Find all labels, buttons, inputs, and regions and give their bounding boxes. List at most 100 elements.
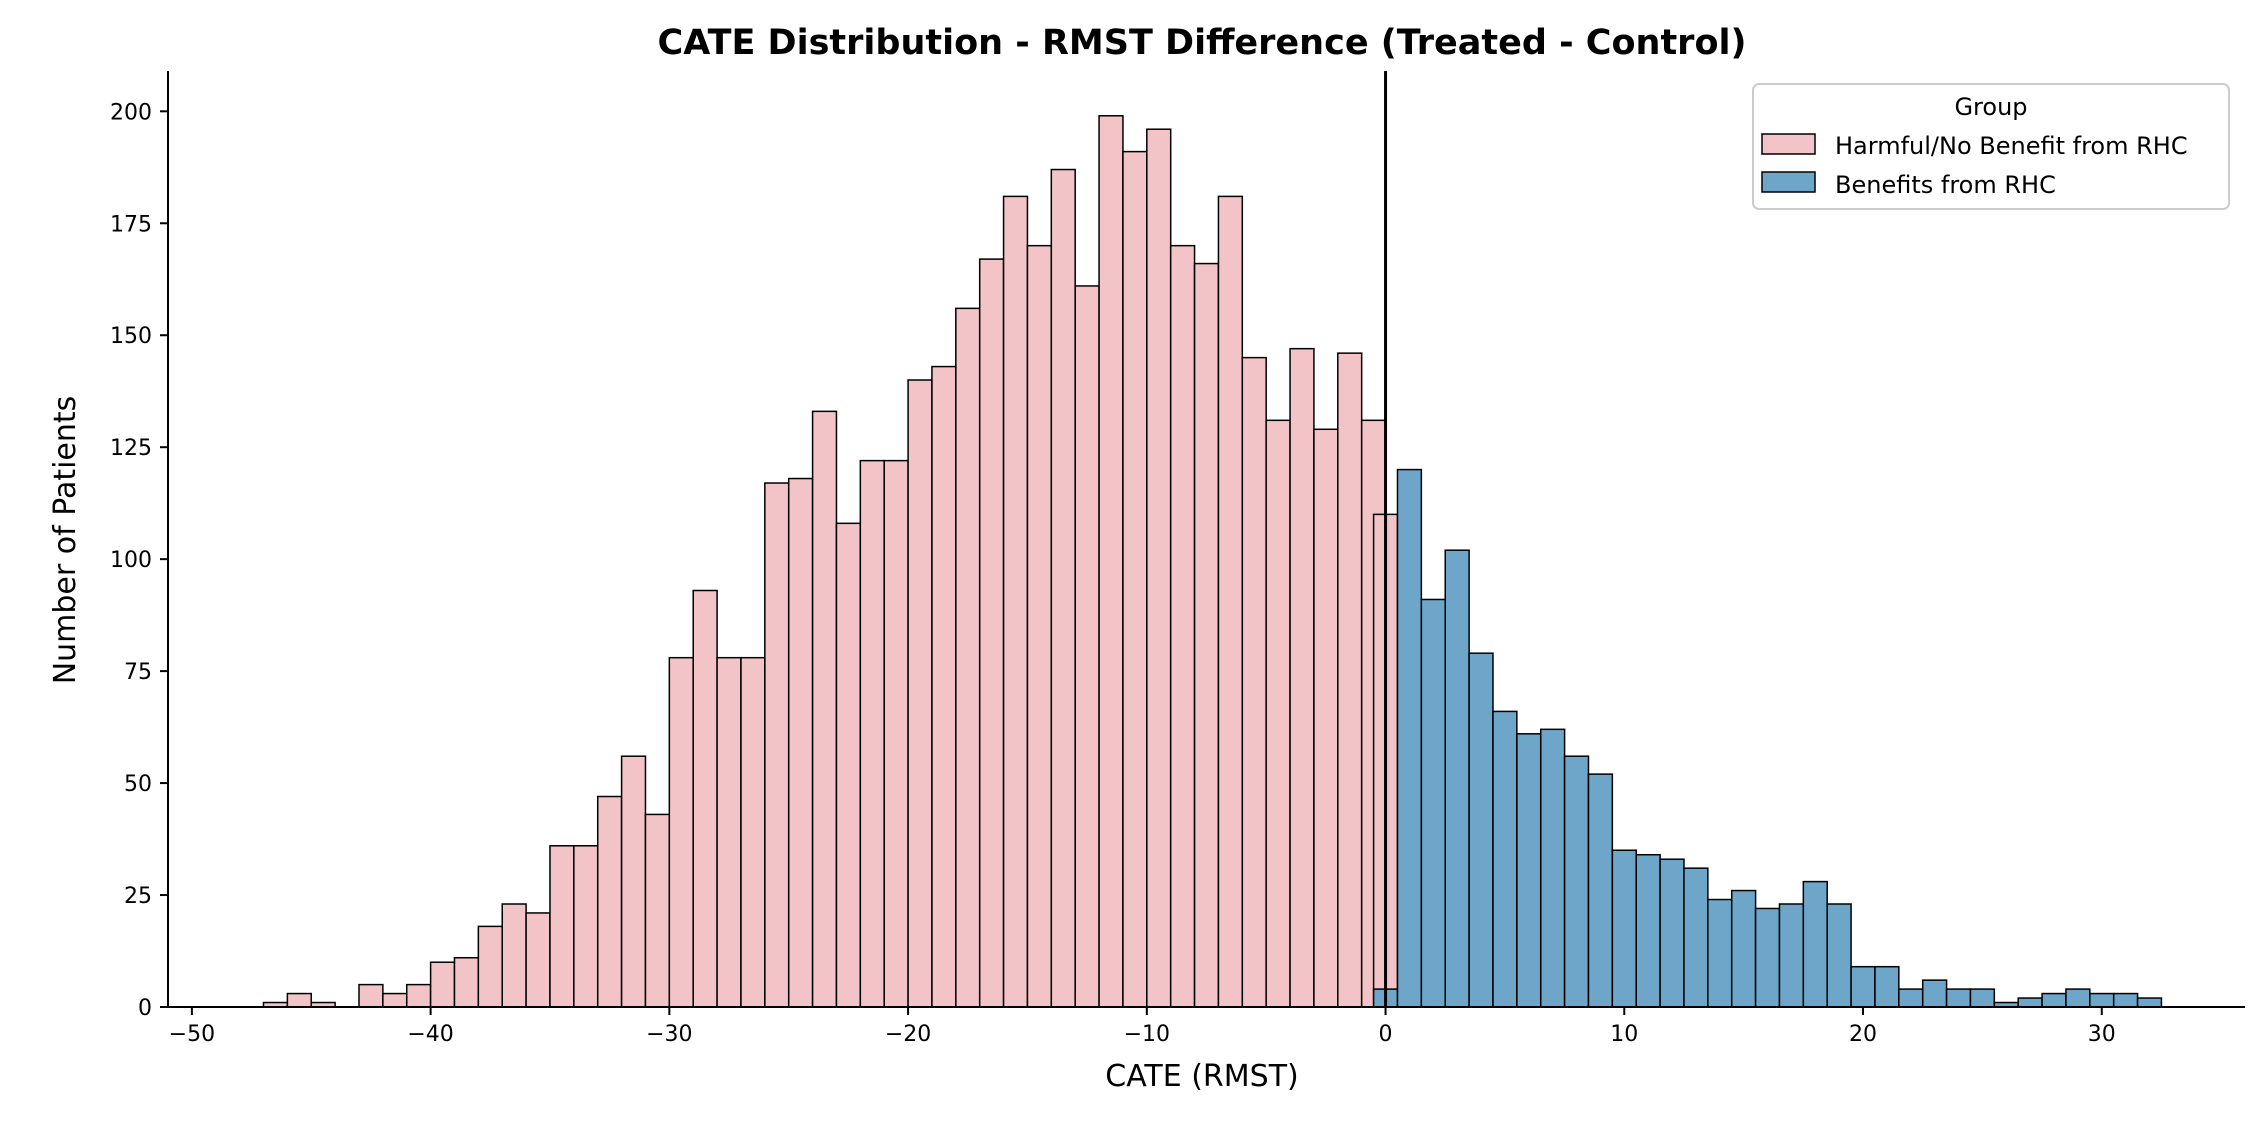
histogram-bar-harmful	[859, 459, 885, 1008]
x-tick-label: 20	[1849, 1022, 1877, 1047]
legend-swatch-harmful	[1761, 133, 1816, 155]
histogram-bar-harmful	[644, 813, 671, 1008]
histogram-bar-harmful	[668, 656, 694, 1008]
y-tick-label: 0	[138, 996, 152, 1021]
histogram-bar-harmful	[1169, 244, 1196, 1008]
histogram-bar-benefits	[2112, 992, 2139, 1008]
y-tick-label: 50	[124, 772, 152, 797]
histogram-bar-benefits	[1396, 468, 1423, 1008]
histogram-bar-harmful	[1002, 195, 1029, 1008]
histogram-bar-benefits	[1539, 728, 1566, 1008]
histogram-bar-benefits	[2065, 988, 2091, 1008]
histogram-bar-benefits	[1945, 988, 1972, 1008]
histogram-bar-benefits	[1802, 880, 1828, 1008]
histogram-bar-harmful	[1313, 428, 1339, 1008]
histogram-bar-harmful	[453, 956, 480, 1008]
y-tick-label: 100	[110, 548, 152, 573]
histogram-bar-benefits	[1921, 979, 1948, 1008]
histogram-bar-harmful	[477, 925, 503, 1008]
histogram-bar-harmful	[429, 961, 456, 1008]
histogram-bar-harmful	[1122, 150, 1148, 1008]
x-tick-label: −10	[1124, 1022, 1170, 1047]
chart-title: CATE Distribution - RMST Difference (Tre…	[658, 23, 1747, 63]
histogram-bar-harmful	[931, 365, 957, 1008]
histogram-bar-harmful	[1289, 347, 1315, 1008]
histogram-bar-benefits	[2089, 992, 2115, 1008]
histogram-bar-harmful	[501, 903, 527, 1008]
histogram-bar-harmful	[549, 845, 575, 1008]
x-tick-label: 30	[2088, 1022, 2116, 1047]
x-tick-label: −50	[169, 1022, 215, 1047]
x-tick-label: 0	[1379, 1022, 1393, 1047]
histogram-bar-benefits	[1969, 988, 1996, 1008]
histogram-bar-harmful	[764, 482, 790, 1008]
legend-label-harmful: Harmful/No Benefit from RHC	[1835, 132, 2188, 160]
histogram-bar-benefits	[1516, 733, 1542, 1008]
histogram-bar-benefits	[1707, 898, 1733, 1008]
chart-legend: Group Harmful/No Benefit from RHC Benefi…	[1752, 83, 2230, 210]
histogram-bar-benefits	[1420, 598, 1446, 1008]
histogram-bar-benefits	[2136, 997, 2163, 1008]
histogram-bar-harmful	[525, 912, 551, 1008]
histogram-bar-harmful	[955, 307, 981, 1008]
histogram-bar-benefits	[1874, 965, 1900, 1008]
x-tick-label: −30	[646, 1022, 692, 1047]
histogram-bar-harmful	[1337, 352, 1363, 1008]
histogram-bar-harmful	[692, 589, 718, 1008]
y-tick-label: 25	[124, 884, 152, 909]
histogram-bar-benefits	[2017, 997, 2043, 1008]
histogram-bar-benefits	[1444, 549, 1470, 1008]
histogram-bar-harmful	[811, 410, 838, 1008]
y-tick-label: 125	[110, 436, 152, 461]
histogram-bar-harmful	[1265, 419, 1291, 1008]
histogram-bar-harmful	[787, 477, 814, 1008]
histogram-bar-harmful	[740, 656, 766, 1008]
histogram-bar-harmful	[1074, 285, 1100, 1008]
histogram-bar-harmful	[1241, 356, 1267, 1008]
x-axis-label: CATE (RMST)	[1105, 1059, 1298, 1094]
histogram-bar-harmful	[907, 379, 933, 1008]
histogram-bar-harmful	[1217, 195, 1244, 1008]
histogram-bar-harmful	[1050, 168, 1076, 1008]
legend-swatch-benefits	[1761, 171, 1816, 193]
histogram-bar-harmful	[978, 258, 1005, 1008]
histogram-bar-harmful	[716, 656, 742, 1008]
histogram-bar-harmful	[382, 992, 408, 1008]
histogram-bar-harmful	[1193, 262, 1220, 1008]
y-tick-label: 75	[124, 660, 152, 685]
histogram-bar-harmful	[620, 755, 647, 1008]
histogram-bar-harmful	[1146, 128, 1172, 1008]
histogram-bar-harmful	[883, 459, 909, 1008]
x-tick-label: −20	[885, 1022, 931, 1047]
histogram-bar-benefits	[1898, 988, 1924, 1008]
histogram-bar-harmful	[1026, 244, 1053, 1008]
histogram-bar-harmful	[835, 522, 862, 1008]
legend-label-benefits: Benefits from RHC	[1835, 171, 2056, 199]
histogram-bar-benefits	[1850, 965, 1876, 1008]
legend-box	[1752, 83, 2230, 210]
x-tick-label: 10	[1610, 1022, 1638, 1047]
histogram-bar-benefits	[1563, 755, 1590, 1008]
histogram-bar-benefits	[1611, 849, 1637, 1008]
y-tick-label: 175	[110, 212, 152, 237]
histogram-bar-benefits	[1730, 889, 1757, 1008]
x-tick-label: −40	[407, 1022, 453, 1047]
y-tick-label: 200	[110, 100, 152, 125]
y-tick-label: 150	[110, 324, 152, 349]
histogram-bar-benefits	[2041, 992, 2067, 1008]
histogram-bar-benefits	[1683, 867, 1709, 1008]
y-axis-ticks: 0 25 50 75 100 125 150 175 200	[110, 100, 168, 1021]
histogram-bar-benefits	[1826, 903, 1852, 1008]
histogram-bar-benefits	[1492, 710, 1518, 1008]
histogram-bar-harmful	[573, 845, 599, 1008]
histogram-bars	[262, 115, 2163, 1008]
y-axis-label: Number of Patients	[48, 396, 83, 685]
x-axis-ticks: −50 −40 −30 −20 −10 0 10 20 30	[169, 1007, 2116, 1047]
histogram-bar-benefits	[1587, 773, 1614, 1008]
histogram-bar-benefits	[1778, 903, 1805, 1008]
histogram-bar-benefits	[1659, 858, 1685, 1008]
legend-title: Group	[1954, 93, 2027, 121]
histogram-bar-harmful	[358, 983, 384, 1008]
histogram-bar-benefits	[1468, 652, 1494, 1008]
